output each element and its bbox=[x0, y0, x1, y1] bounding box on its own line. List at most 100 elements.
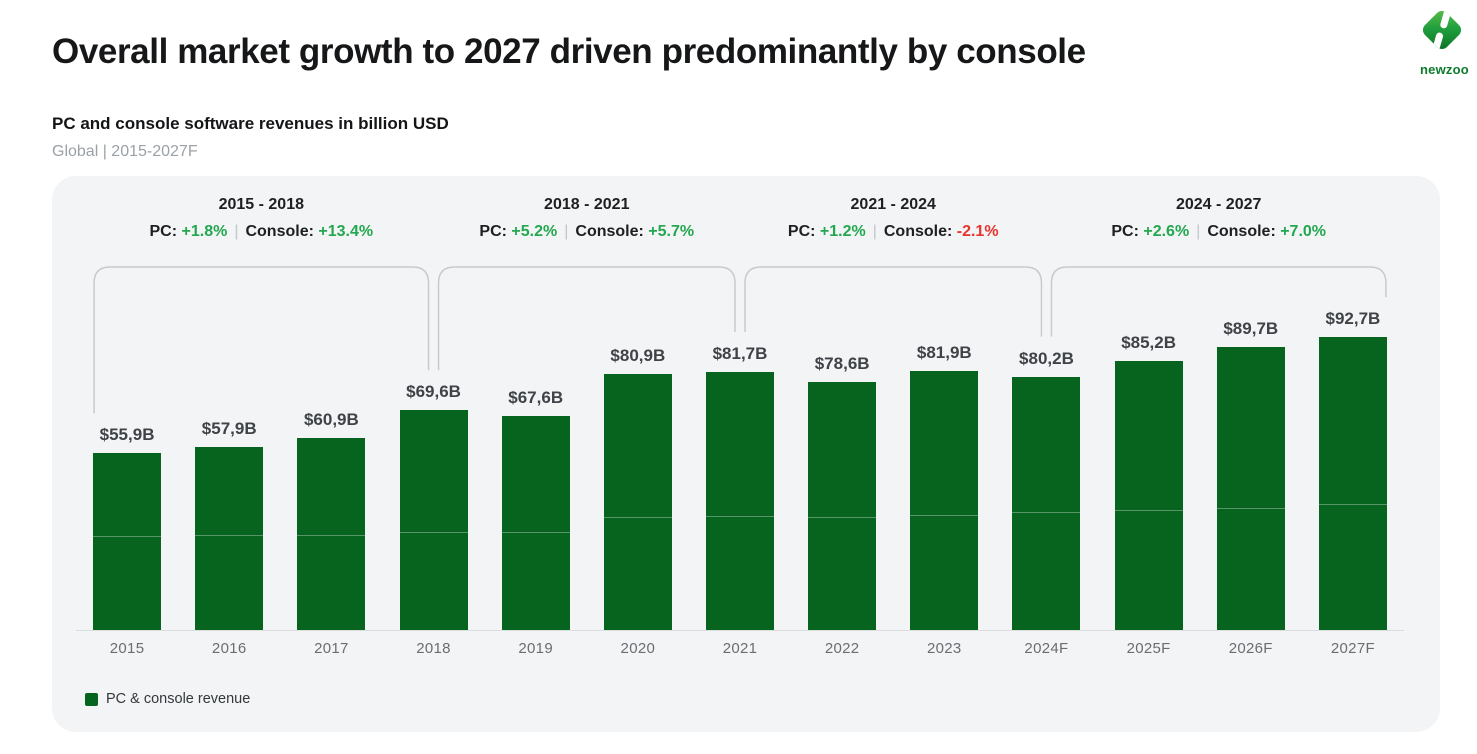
chart-canvas: PC & console revenue $55,9B 2015 $57,9B 201… bbox=[52, 176, 1440, 732]
bar-segment-divider bbox=[910, 514, 979, 516]
bar-2020 bbox=[603, 374, 672, 630]
separator: | bbox=[564, 223, 569, 240]
x-axis-label: 2015 bbox=[109, 640, 145, 657]
legend-label: PC & console revenue bbox=[106, 691, 251, 707]
x-axis-label: 2016 bbox=[211, 640, 247, 657]
bar-2023 bbox=[910, 371, 979, 630]
console-change: +5.7% bbox=[648, 223, 695, 240]
chart-card: PC & console revenue $55,9B 2015 $57,9B 201… bbox=[52, 176, 1440, 732]
separator: | bbox=[234, 223, 239, 240]
console-prefix: Console: bbox=[575, 223, 649, 240]
period-range-label: 2015 - 2018 bbox=[218, 196, 304, 213]
x-axis-label: 2027F bbox=[1330, 640, 1375, 657]
pc-prefix: PC: bbox=[479, 223, 512, 240]
bar-value-label: $60,9B bbox=[303, 409, 359, 429]
console-change: -2.1% bbox=[956, 223, 999, 240]
legend-swatch bbox=[85, 692, 98, 706]
bar-2021 bbox=[706, 371, 774, 630]
bar-value-label: $55,9B bbox=[99, 425, 155, 445]
bar-segment-divider bbox=[706, 515, 774, 517]
bar-value-label: $57,9B bbox=[201, 419, 257, 439]
bar-2024F bbox=[1012, 376, 1081, 630]
console-change: +7.0% bbox=[1280, 223, 1327, 240]
bar-segment-divider bbox=[195, 535, 264, 537]
bar-segment-divider bbox=[603, 517, 672, 519]
chart-subtitle: PC and console software revenues in bill… bbox=[52, 114, 449, 133]
console-prefix: Console: bbox=[883, 223, 957, 240]
bar-2016 bbox=[195, 447, 264, 630]
period-brackets bbox=[93, 266, 1387, 414]
bar-2022 bbox=[808, 381, 877, 630]
bar-value-label: $80,2B bbox=[1019, 348, 1074, 368]
newzoo-wordmark: newzoo bbox=[1420, 62, 1469, 77]
bar-segment-divider bbox=[501, 532, 570, 534]
bar-value-label: $67,6B bbox=[508, 388, 564, 408]
legend: PC & console revenue bbox=[85, 691, 250, 707]
newzoo-logo-icon bbox=[1422, 9, 1462, 52]
x-axis-label: 2021 bbox=[722, 640, 758, 657]
period-annotation: 2018 - 2021 PC: +5.2% | Console: +5.7% bbox=[479, 196, 694, 241]
bar-2018 bbox=[399, 410, 468, 630]
period-growth-stats: PC: +1.8% | Console: +13.4% bbox=[150, 223, 374, 241]
bar-2025F bbox=[1114, 360, 1183, 630]
separator: | bbox=[872, 223, 877, 240]
page-title: Overall market growth to 2027 driven pre… bbox=[52, 32, 1086, 71]
pc-prefix: PC: bbox=[787, 223, 820, 240]
bar-segment-divider bbox=[1012, 512, 1081, 514]
x-axis-label: 2020 bbox=[620, 640, 656, 657]
period-growth-stats: PC: +1.2% | Console: -2.1% bbox=[788, 223, 999, 241]
period-bracket bbox=[744, 266, 1043, 337]
bar-segment-divider bbox=[808, 517, 877, 519]
period-bracket bbox=[437, 266, 736, 371]
newzoo-logo: newzoo bbox=[1412, 6, 1477, 77]
bar-value-label: $89,7B bbox=[1223, 318, 1279, 338]
console-prefix: Console: bbox=[1207, 223, 1281, 240]
period-bracket bbox=[1050, 266, 1387, 337]
pc-prefix: PC: bbox=[149, 223, 182, 240]
period-range-label: 2021 - 2024 bbox=[850, 196, 936, 213]
period-range-label: 2018 - 2021 bbox=[544, 196, 630, 213]
bar-2027F bbox=[1318, 337, 1387, 630]
bar-value-label: $78,6B bbox=[814, 353, 870, 373]
pc-change: +5.2% bbox=[511, 223, 558, 240]
x-axis-label: 2019 bbox=[518, 640, 553, 657]
bar-value-label: $69,6B bbox=[406, 382, 461, 402]
bar-value-label: $81,9B bbox=[916, 343, 972, 363]
bar-segment-divider bbox=[297, 534, 366, 536]
bar-segment-divider bbox=[1114, 510, 1183, 512]
bar-value-label: $92,7B bbox=[1325, 309, 1381, 329]
bar-value-label: $80,9B bbox=[610, 346, 666, 366]
x-axis-label: 2026F bbox=[1228, 640, 1273, 657]
bar-value-label: $81,7B bbox=[712, 343, 768, 363]
console-change: +13.4% bbox=[318, 223, 374, 240]
bar-2026F bbox=[1216, 346, 1285, 630]
bar-value-label: $85,2B bbox=[1121, 332, 1177, 352]
bar-2019 bbox=[501, 416, 570, 630]
pc-change: +2.6% bbox=[1143, 223, 1190, 240]
x-axis-label: 2023 bbox=[927, 640, 962, 657]
x-axis-label: 2017 bbox=[314, 640, 349, 657]
separator: | bbox=[1196, 223, 1201, 240]
x-axis-label: 2025F bbox=[1126, 640, 1171, 657]
bar-segment-divider bbox=[1318, 504, 1387, 506]
period-annotation: 2021 - 2024 PC: +1.2% | Console: -2.1% bbox=[788, 196, 999, 241]
period-growth-stats: PC: +2.6% | Console: +7.0% bbox=[1111, 223, 1326, 241]
bar-segment-divider bbox=[1216, 507, 1285, 509]
x-axis-line bbox=[76, 630, 1404, 631]
chart-scope-label: Global | 2015-2027F bbox=[52, 143, 198, 160]
console-prefix: Console: bbox=[245, 223, 319, 240]
period-annotation: 2024 - 2027 PC: +2.6% | Console: +7.0% bbox=[1111, 196, 1326, 241]
pc-prefix: PC: bbox=[1111, 223, 1144, 240]
period-bracket bbox=[93, 266, 430, 414]
bar-2015 bbox=[93, 453, 162, 630]
bar-2017 bbox=[297, 437, 366, 630]
pc-change: +1.8% bbox=[181, 223, 228, 240]
period-annotation: 2015 - 2018 PC: +1.8% | Console: +13.4% bbox=[150, 196, 374, 241]
bar-segment-divider bbox=[399, 532, 468, 534]
x-axis-label: 2018 bbox=[416, 640, 451, 657]
pc-change: +1.2% bbox=[819, 223, 866, 240]
period-growth-stats: PC: +5.2% | Console: +5.7% bbox=[479, 223, 694, 241]
period-range-label: 2024 - 2027 bbox=[1175, 196, 1262, 213]
bar-segment-divider bbox=[93, 536, 162, 538]
x-axis-label: 2024F bbox=[1024, 640, 1069, 657]
